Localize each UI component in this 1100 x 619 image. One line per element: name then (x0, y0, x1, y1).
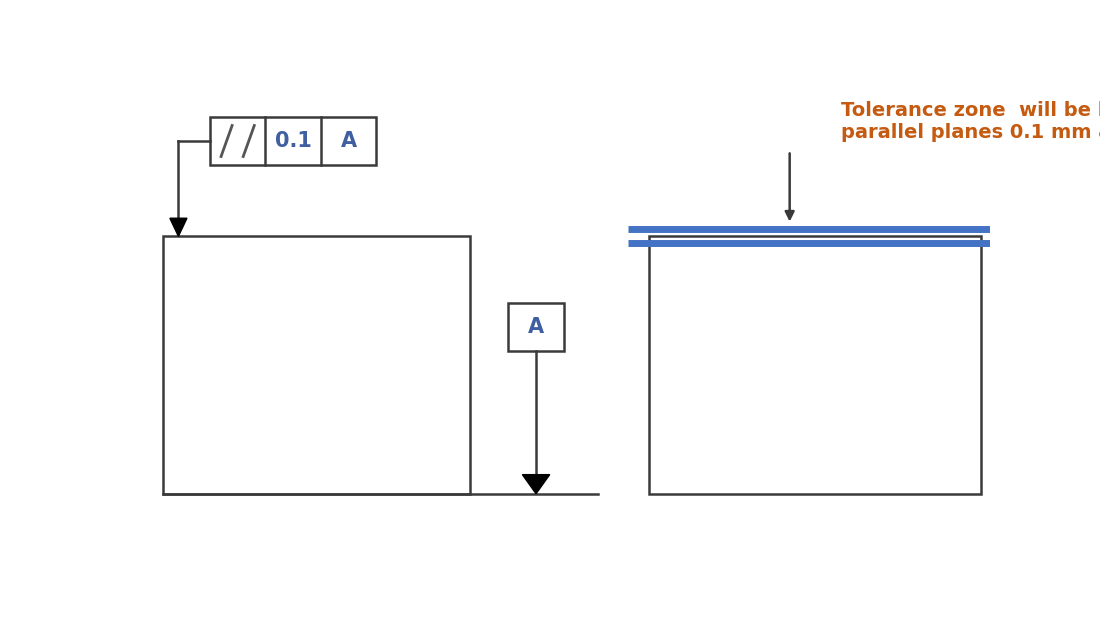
Text: Tolerance zone  will be between two
parallel planes 0.1 mm apart: Tolerance zone will be between two paral… (840, 102, 1100, 142)
Text: 0.1: 0.1 (275, 131, 311, 151)
Polygon shape (169, 219, 187, 236)
Text: A: A (528, 317, 544, 337)
Bar (163, 236, 470, 494)
Bar (649, 236, 981, 494)
Bar (508, 303, 563, 351)
Bar (210, 117, 376, 165)
Polygon shape (522, 475, 550, 494)
Text: A: A (340, 131, 356, 151)
